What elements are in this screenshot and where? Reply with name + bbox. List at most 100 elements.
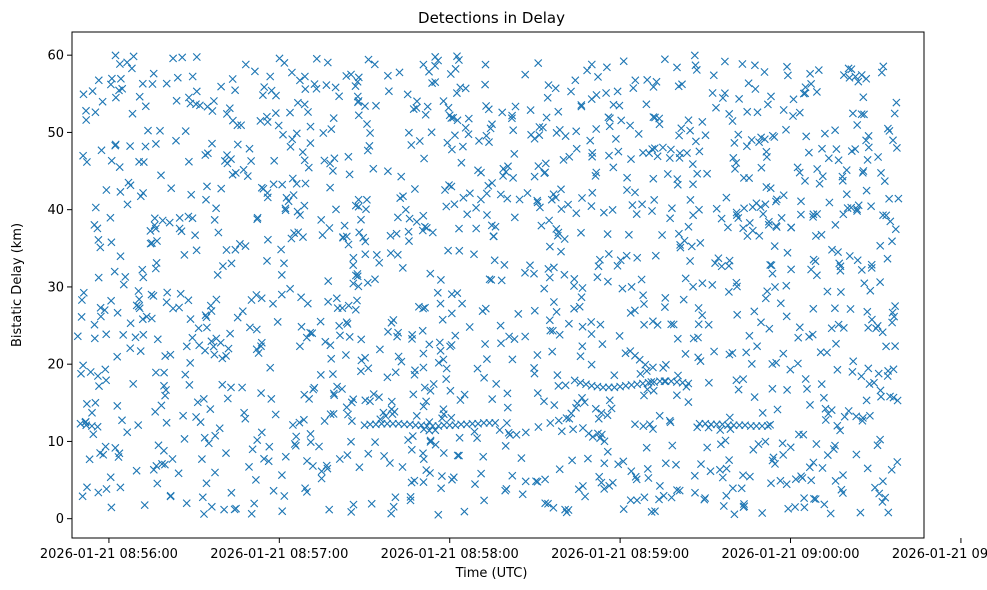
noise-detection-marker bbox=[257, 294, 266, 303]
noise-detection-marker bbox=[116, 187, 125, 196]
noise-detection-marker bbox=[782, 480, 791, 489]
noise-detection-marker bbox=[449, 113, 458, 122]
noise-detection-marker bbox=[784, 504, 793, 513]
noise-detection-marker bbox=[782, 281, 791, 290]
noise-detection-marker bbox=[79, 288, 88, 297]
noise-detection-marker bbox=[245, 144, 254, 153]
noise-detection-marker bbox=[806, 69, 815, 78]
noise-detection-marker bbox=[783, 62, 791, 71]
noise-detection-marker bbox=[292, 432, 301, 441]
noise-detection-marker bbox=[228, 75, 237, 83]
noise-detection-marker bbox=[757, 133, 766, 142]
noise-detection-marker bbox=[245, 323, 254, 332]
noise-detection-marker bbox=[316, 317, 325, 326]
noise-detection-marker bbox=[485, 275, 494, 284]
noise-detection-marker bbox=[349, 253, 358, 262]
noise-detection-marker bbox=[297, 322, 306, 331]
noise-detection-marker bbox=[197, 455, 206, 464]
noise-detection-marker bbox=[588, 152, 597, 161]
noise-detection-marker bbox=[347, 507, 356, 516]
noise-detection-marker bbox=[734, 130, 743, 139]
noise-detection-marker bbox=[811, 232, 820, 240]
noise-detection-marker bbox=[305, 394, 314, 403]
noise-detection-marker bbox=[649, 82, 658, 91]
noise-detection-marker bbox=[860, 110, 868, 119]
noise-detection-marker bbox=[779, 450, 788, 459]
noise-detection-marker bbox=[111, 51, 120, 60]
noise-detection-marker bbox=[273, 317, 282, 326]
noise-detection-marker bbox=[611, 134, 620, 143]
track-detection-marker bbox=[479, 418, 488, 427]
noise-detection-marker bbox=[343, 319, 352, 328]
noise-detection-marker bbox=[838, 176, 847, 185]
noise-detection-marker bbox=[794, 430, 803, 439]
noise-detection-marker bbox=[848, 109, 857, 118]
noise-detection-marker bbox=[690, 51, 699, 60]
x-tick-label: 2026-01-21 08:58:00 bbox=[381, 547, 519, 562]
noise-detection-marker bbox=[142, 312, 151, 321]
noise-detection-marker bbox=[865, 380, 874, 388]
track-detection-marker bbox=[599, 383, 608, 392]
noise-detection-marker bbox=[732, 158, 741, 167]
noise-detection-marker bbox=[783, 248, 792, 257]
noise-detection-marker bbox=[290, 229, 299, 238]
noise-detection-marker bbox=[650, 195, 659, 204]
noise-detection-marker bbox=[768, 384, 777, 393]
noise-detection-marker bbox=[351, 201, 360, 210]
noise-detection-marker bbox=[766, 420, 775, 429]
noise-detection-marker bbox=[482, 131, 491, 140]
noise-detection-marker bbox=[384, 87, 393, 96]
noise-detection-marker bbox=[716, 440, 725, 449]
noise-detection-marker bbox=[387, 509, 396, 518]
noise-detection-marker bbox=[329, 114, 338, 123]
noise-detection-marker bbox=[773, 405, 782, 414]
noise-detection-marker bbox=[419, 211, 428, 220]
noise-detection-marker bbox=[355, 463, 364, 472]
noise-detection-marker bbox=[257, 183, 266, 192]
noise-detection-marker bbox=[844, 64, 853, 73]
noise-detection-marker bbox=[876, 278, 885, 287]
noise-detection-marker bbox=[310, 383, 319, 392]
noise-detection-marker bbox=[842, 166, 851, 175]
noise-detection-marker bbox=[805, 463, 814, 472]
noise-detection-marker bbox=[344, 410, 352, 419]
noise-detection-marker bbox=[691, 137, 700, 146]
noise-detection-marker bbox=[354, 202, 363, 211]
noise-detection-marker bbox=[324, 277, 333, 286]
noise-detection-marker bbox=[301, 85, 310, 94]
noise-detection-marker bbox=[588, 148, 597, 157]
noise-detection-marker bbox=[864, 364, 873, 373]
noise-detection-marker bbox=[332, 294, 341, 303]
noise-detection-marker bbox=[200, 433, 209, 442]
track-detection-marker bbox=[712, 420, 721, 429]
noise-detection-marker bbox=[862, 396, 871, 405]
noise-detection-marker bbox=[890, 312, 899, 321]
noise-detection-marker bbox=[385, 459, 394, 467]
noise-detection-marker bbox=[577, 293, 586, 302]
noise-detection-marker bbox=[637, 275, 646, 284]
y-tick-label: 30 bbox=[47, 280, 64, 295]
noise-detection-marker bbox=[697, 460, 705, 469]
noise-detection-marker bbox=[887, 465, 896, 474]
noise-detection-marker bbox=[247, 509, 256, 518]
noise-detection-marker bbox=[482, 102, 491, 110]
noise-detection-marker bbox=[107, 74, 116, 83]
noise-detection-marker bbox=[166, 350, 175, 359]
noise-detection-marker bbox=[162, 79, 171, 88]
noise-detection-marker bbox=[755, 138, 764, 147]
noise-detection-marker bbox=[419, 304, 428, 313]
noise-detection-marker bbox=[732, 208, 741, 217]
noise-detection-marker bbox=[866, 286, 875, 295]
noise-detection-marker bbox=[418, 226, 427, 235]
noise-detection-marker bbox=[597, 408, 606, 417]
noise-detection-marker bbox=[93, 224, 102, 233]
noise-detection-marker bbox=[809, 458, 818, 467]
noise-detection-marker bbox=[530, 269, 538, 278]
noise-detection-marker bbox=[158, 459, 166, 468]
noise-detection-marker bbox=[180, 434, 189, 443]
noise-detection-marker bbox=[684, 222, 693, 231]
noise-detection-marker bbox=[745, 174, 754, 183]
noise-detection-marker bbox=[201, 151, 210, 159]
noise-detection-marker bbox=[575, 302, 584, 311]
